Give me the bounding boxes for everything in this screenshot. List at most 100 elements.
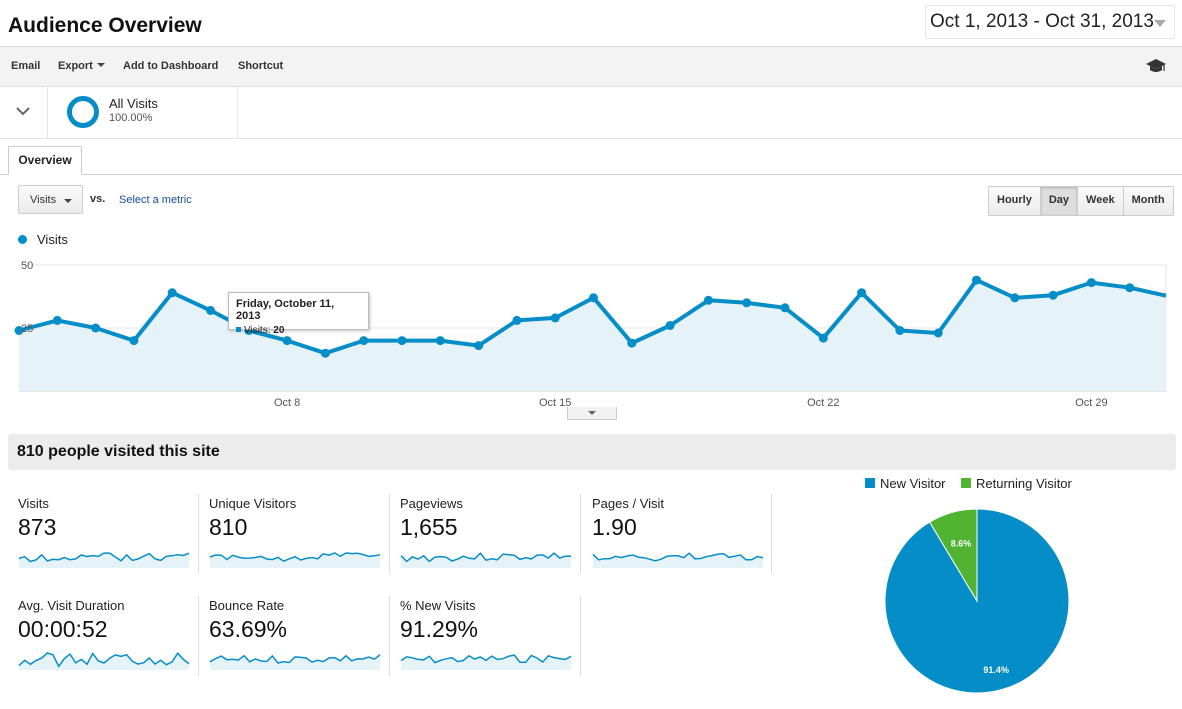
- sparkline-area: [19, 653, 189, 670]
- visits-point-oct-9[interactable]: [320, 348, 330, 358]
- metric-value: 873: [18, 514, 57, 540]
- sparkline-area: [19, 553, 189, 568]
- legend-returning-visitor[interactable]: Returning Visitor: [976, 476, 1072, 491]
- email-button[interactable]: Email: [11, 60, 41, 72]
- metric-tile-new-visits[interactable]: % New Visits 91.29%: [400, 598, 580, 678]
- divider: [198, 596, 199, 676]
- visits-point-oct-16[interactable]: [589, 293, 598, 303]
- sparkline-line: [209, 654, 381, 664]
- sparkline-line: [18, 552, 190, 563]
- visits-point-oct-26[interactable]: [972, 275, 981, 285]
- divider: [389, 494, 390, 574]
- primary-metric-select[interactable]: Visits: [18, 185, 83, 214]
- vs-label: vs.: [90, 193, 106, 205]
- legend-marker-new-visitor: [865, 478, 875, 488]
- metric-tile-unique-visitors[interactable]: Unique Visitors 810: [209, 496, 389, 576]
- add-to-dashboard-button[interactable]: Add to Dashboard: [123, 60, 219, 72]
- segment-name[interactable]: All Visits: [109, 96, 158, 111]
- visits-point-oct-12[interactable]: [435, 336, 445, 346]
- legend-new-visitor[interactable]: New Visitor: [880, 476, 946, 491]
- tooltip-date: Friday, October 11, 2013: [236, 298, 335, 322]
- visits-point-oct-3[interactable]: [91, 323, 101, 333]
- sparkline-area: [401, 655, 571, 670]
- month-button[interactable]: Month: [1122, 187, 1173, 215]
- visits-line-chart[interactable]: 25 50 Oct 8 Oct 15 Oct 22 Oct 29: [0, 250, 1182, 410]
- sparkline-line: [18, 651, 190, 668]
- chart-expand-handle[interactable]: [567, 407, 617, 420]
- visits-point-oct-18[interactable]: [665, 321, 675, 330]
- visits-point-oct-10[interactable]: [359, 336, 369, 346]
- visits-point-oct-28[interactable]: [1048, 290, 1058, 300]
- segment-bar: All Visits 100.00%: [0, 87, 1182, 139]
- hourly-button[interactable]: Hourly: [989, 187, 1040, 215]
- sparkline: [400, 654, 572, 670]
- divider: [580, 494, 581, 574]
- divider: [389, 596, 390, 676]
- x-tick-label: Oct 8: [274, 397, 300, 409]
- shortcut-button[interactable]: Shortcut: [238, 60, 284, 72]
- metric-label: Visits: [18, 496, 49, 511]
- sparkline: [18, 552, 190, 568]
- date-range-picker[interactable]: Oct 1, 2013 - Oct 31, 2013: [925, 5, 1175, 39]
- visits-point-oct-11[interactable]: [397, 336, 407, 346]
- x-tick-label: Oct 15: [539, 397, 571, 409]
- visits-point-oct-1[interactable]: [14, 326, 24, 335]
- pie-slice-returning-visitor[interactable]: [928, 508, 978, 603]
- visits-point-oct-4[interactable]: [129, 336, 139, 346]
- tab-overview[interactable]: Overview: [8, 146, 82, 175]
- metric-label: Pageviews: [400, 496, 463, 511]
- primary-metric-label: Visits: [30, 194, 57, 206]
- legend-marker: [18, 235, 27, 244]
- visits-point-oct-27[interactable]: [1010, 293, 1020, 303]
- tab-underline: [0, 174, 1182, 175]
- metric-label: % New Visits: [400, 598, 476, 613]
- export-button[interactable]: Export: [58, 60, 105, 72]
- legend-marker-returning-visitor: [961, 478, 971, 488]
- select-metric-link[interactable]: Select a metric: [119, 194, 192, 206]
- visits-point-oct-5[interactable]: [167, 288, 177, 298]
- week-button[interactable]: Week: [1077, 187, 1123, 215]
- tooltip-value: 20: [273, 325, 285, 336]
- tooltip-label: Visits:: [244, 325, 271, 336]
- day-button[interactable]: Day: [1039, 187, 1078, 215]
- visits-point-oct-15[interactable]: [550, 313, 560, 323]
- metric-tile-pages-per-visit[interactable]: Pages / Visit 1.90: [592, 496, 772, 576]
- visits-point-oct-14[interactable]: [512, 315, 522, 325]
- visits-point-oct-17[interactable]: [627, 338, 637, 348]
- tooltip-marker: [236, 327, 241, 332]
- visits-point-oct-13[interactable]: [474, 341, 484, 351]
- visits-point-oct-8[interactable]: [282, 336, 292, 346]
- visits-point-oct-20[interactable]: [742, 298, 752, 308]
- metric-tile-avg-visit-duration[interactable]: Avg. Visit Duration 00:00:52: [18, 598, 198, 678]
- metric-label: Bounce Rate: [209, 598, 285, 613]
- sparkline-area: [210, 552, 380, 568]
- visits-point-oct-23[interactable]: [857, 288, 867, 298]
- visits-point-oct-2[interactable]: [52, 315, 62, 325]
- sparkline: [592, 552, 764, 568]
- sparkline-line: [400, 654, 572, 664]
- metric-label: Avg. Visit Duration: [18, 598, 125, 613]
- visits-point-oct-29[interactable]: [1086, 278, 1096, 288]
- visits-point-oct-25[interactable]: [933, 328, 943, 338]
- caret-down-icon: [588, 411, 596, 415]
- pie-label-new-visitor: 91.4%: [983, 665, 1009, 675]
- segment-percent: 100.00%: [109, 112, 153, 124]
- graduation-cap-icon[interactable]: [1145, 57, 1167, 75]
- summary-heading: 810 people visited this site: [8, 434, 1176, 470]
- divider: [198, 494, 199, 574]
- metric-tile-visits[interactable]: Visits 873: [18, 496, 198, 576]
- metric-value: 91.29%: [400, 616, 479, 642]
- visits-point-oct-21[interactable]: [780, 303, 790, 313]
- chevron-down-icon[interactable]: [15, 105, 31, 117]
- sparkline: [209, 654, 381, 670]
- metric-tile-pageviews[interactable]: Pageviews 1,655: [400, 496, 580, 576]
- visits-point-oct-19[interactable]: [703, 295, 713, 305]
- visitor-type-pie-chart[interactable]: 91.4% 8.6%: [882, 508, 1072, 698]
- metric-label: Pages / Visit: [592, 496, 665, 511]
- visits-point-oct-22[interactable]: [818, 333, 828, 343]
- visits-point-oct-30[interactable]: [1125, 283, 1135, 293]
- caret-down-icon: [64, 199, 72, 203]
- metric-tile-bounce-rate[interactable]: Bounce Rate 63.69%: [209, 598, 389, 678]
- visits-point-oct-24[interactable]: [895, 326, 905, 335]
- visits-point-oct-6[interactable]: [206, 305, 215, 315]
